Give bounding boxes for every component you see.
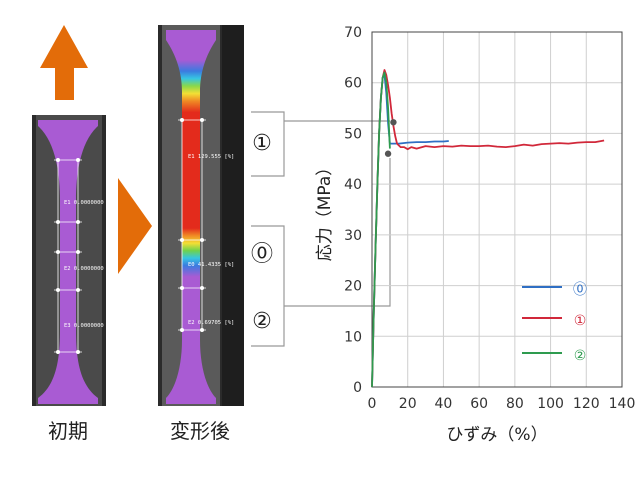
deformed-gauge-label-3: E2 0.69705 [%] (188, 320, 234, 326)
bracket-region-0 (251, 225, 285, 347)
series-line-1 (371, 69, 605, 388)
chart-series (371, 69, 605, 388)
stress-strain-chart: 0 20 40 60 80 100 120 140 0 10 20 30 40 50 60 70 ひずみ（%… (315, 25, 635, 445)
marker-1: ① (252, 131, 272, 156)
initial-specimen: E1 0.0000000 [%] E2 0.0000000 [%] E3 0.0… (32, 115, 117, 406)
x-tick-label-2: 40 (435, 396, 453, 412)
x-tick-label-4: 80 (506, 396, 524, 412)
annotation-point-0 (390, 119, 397, 126)
y-tick-label-1: 10 (344, 329, 362, 345)
legend-label-1: ① (574, 313, 587, 329)
x-tick-labels: 0 20 40 60 80 100 120 140 (368, 396, 636, 412)
y-tick-label-2: 20 (344, 279, 362, 295)
initial-gauge-label-1: E1 0.0000000 [%] (64, 200, 117, 206)
y-tick-label-4: 40 (344, 177, 362, 193)
legend-label-2: ② (574, 348, 587, 364)
deformed-caption: 変形後 (170, 419, 230, 443)
x-tick-label-1: 20 (399, 396, 417, 412)
chart-legend: ⓪ ① ② (522, 282, 587, 364)
y-tick-label-5: 50 (344, 126, 362, 142)
annotation-point-1 (384, 150, 392, 157)
process-arrow (118, 178, 152, 274)
x-tick-label-0: 0 (368, 396, 377, 412)
initial-gauge-label-2: E2 0.0000000 [%] (64, 266, 117, 272)
chart-annotations (384, 119, 397, 157)
x-tick-label-7: 140 (609, 396, 636, 412)
legend-label-0: ⓪ (573, 282, 587, 298)
initial-gauge-label-3: E3 0.0000000 [%] (64, 323, 117, 329)
y-tick-label-7: 70 (344, 25, 362, 41)
plot-frame (371, 31, 623, 388)
series-line-0 (371, 74, 449, 388)
deformed-gauge-label-1: E1 129.555 [%] (188, 154, 234, 160)
y-tick-labels: 0 10 20 30 40 50 60 70 (344, 25, 362, 396)
y-axis-title: 応力（MPa） (315, 159, 335, 262)
chart-grid (371, 31, 623, 388)
x-tick-label-5: 100 (537, 396, 564, 412)
deformed-gauge-label-2: E0 41.4335 [%] (188, 262, 234, 268)
initial-caption: 初期 (48, 419, 88, 443)
leader-line-0 (284, 158, 391, 307)
bracket-region-1 (251, 111, 285, 177)
series-line-2 (371, 71, 391, 388)
x-axis-title: ひずみ（%） (446, 425, 547, 445)
y-tick-label-0: 0 (353, 380, 362, 396)
y-tick-label-3: 30 (344, 228, 362, 244)
pull-arrow (40, 25, 88, 100)
x-tick-label-3: 60 (470, 396, 488, 412)
marker-2: ② (252, 309, 272, 334)
bracket-group (251, 111, 391, 347)
y-tick-label-6: 60 (344, 76, 362, 92)
deformed-specimen: E1 129.555 [%] E0 41.4335 [%] E2 0.69705… (158, 25, 244, 406)
x-tick-label-6: 120 (573, 396, 600, 412)
marker-0: ⓪ (251, 242, 273, 267)
